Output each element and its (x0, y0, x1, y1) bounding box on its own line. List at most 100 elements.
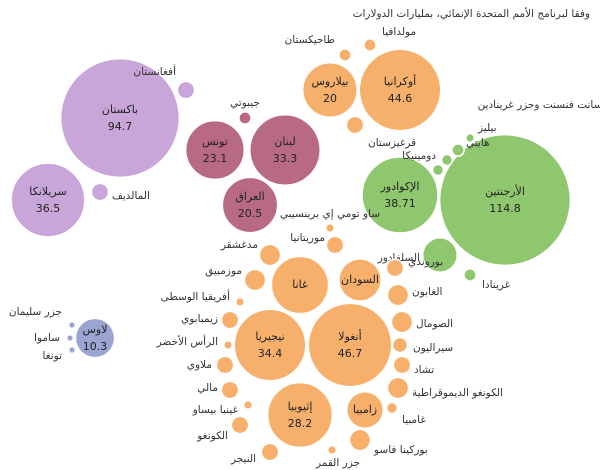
bubble-label: سريلانكا (29, 185, 66, 198)
bubble-label: ملاوي (187, 359, 212, 371)
bubble (222, 339, 234, 351)
bubble (348, 428, 372, 452)
bubble (243, 268, 267, 292)
bubble (431, 163, 445, 177)
bubble-label: الغابون (412, 286, 442, 298)
bubble (67, 320, 77, 330)
bubble-label: غانا (292, 278, 308, 291)
bubble (338, 48, 352, 62)
bubble-label: بيلاروس (312, 75, 349, 88)
bubble-label: طاجيكستان (285, 34, 335, 46)
bubble (385, 258, 405, 278)
bubble-label: مولدافيا (382, 26, 416, 38)
bubble (363, 38, 377, 52)
bubble (249, 114, 321, 186)
bubble-label: الكونغو (196, 430, 228, 442)
bubble-label: غينيا بيساو (192, 404, 239, 416)
bubble-label: أنغولا (338, 329, 361, 343)
bubble (451, 143, 465, 157)
bubble (463, 268, 477, 282)
bubble-value: 20.5 (238, 207, 263, 220)
bubble-label: بوركينا فاسو (373, 444, 428, 456)
bubble-label: مدغشقر (220, 239, 258, 251)
bubble-label: الصومال (416, 318, 453, 330)
bubble (325, 235, 345, 255)
bubble (307, 302, 393, 388)
bubble (230, 415, 250, 435)
bubble (385, 401, 399, 415)
bubble-label: السلفادور (377, 252, 420, 264)
bubble-label: جزر القمر (315, 457, 360, 469)
bubble (221, 176, 279, 234)
bubble-label: سيراليون (413, 342, 453, 354)
bubble (386, 376, 410, 400)
bubble (258, 243, 282, 267)
bubble (390, 310, 414, 334)
bubble-label: أفغانستان (133, 64, 176, 78)
bubble-value: 38.71 (384, 197, 416, 210)
bubble (386, 283, 410, 307)
bubble-label: موريتانيا (290, 232, 325, 244)
bubble (215, 355, 235, 375)
bubble-label: أوكرانيا (384, 74, 416, 88)
bubble (59, 57, 181, 179)
bubble-label: السودان (341, 273, 379, 286)
bubble (391, 336, 409, 354)
bubble (358, 48, 442, 132)
bubble (421, 236, 459, 274)
bubble-value: 33.3 (273, 152, 298, 165)
bubble-label: ساموا (34, 332, 60, 344)
bubble-value: 34.4 (258, 347, 283, 360)
bubble-label: تشاد (414, 364, 434, 376)
bubble-value: 36.5 (36, 202, 61, 215)
bubble (438, 133, 572, 267)
chart-subtitle: وفقا لبرنامج الأمم المتحدة الإنمائي، بمل… (353, 7, 590, 20)
bubble-label: سانت فنسنت وجزر غرينادين (478, 99, 600, 111)
bubble (220, 310, 240, 330)
bubble (324, 222, 336, 234)
bubble-label: جزر سليمان (9, 306, 62, 318)
bubble-value: 94.7 (108, 120, 133, 133)
bubble (90, 182, 110, 202)
bubble (176, 80, 196, 100)
bubble (326, 444, 338, 456)
bubble (338, 258, 382, 302)
bubble (234, 296, 246, 308)
bubble-label: هايتي (466, 137, 490, 149)
bubble-label: ساو تومي إي برينسيبي (280, 208, 380, 220)
bubble-label: إثيوبيا (288, 400, 313, 413)
bubble (440, 153, 454, 167)
bubble-label: الرأس الأخضر (156, 334, 218, 348)
bubble-label: الأرجنتين (485, 184, 525, 198)
bubble-value: 114.8 (489, 202, 521, 215)
bubble-label: لاوس (82, 323, 107, 336)
bubble (260, 442, 280, 462)
bubble-label: المالديف (112, 190, 150, 202)
bubble (238, 111, 252, 125)
bubble (345, 115, 365, 135)
bubble-label: أفريقيا الوسطى (161, 289, 230, 303)
bubble (74, 317, 116, 359)
bubble-label: العراق (235, 190, 264, 203)
bubble-label: بوروندي (408, 256, 443, 268)
bubble-value: 20 (323, 92, 337, 105)
bubble-label: مالي (197, 382, 218, 394)
bubble (301, 61, 359, 119)
bubble-label: غرينادا (482, 279, 511, 291)
bubble (270, 255, 330, 315)
bubble-label: تونس (202, 135, 228, 148)
bubble-label: تونغا (42, 350, 62, 362)
bubble-label: جيبوتي (230, 97, 260, 109)
bubble (184, 119, 246, 181)
bubble (392, 355, 412, 375)
bubble (233, 308, 307, 382)
bubble-value: 46.7 (338, 347, 363, 360)
bubble (67, 345, 77, 355)
bubble-label: الكونغو الديموقراطية (412, 387, 503, 399)
bubble-label: لبنان (274, 135, 295, 148)
bubble-value: 23.1 (203, 152, 228, 165)
bubble-label: غامبيا (402, 414, 426, 426)
bubble (464, 132, 476, 144)
bubble (266, 381, 334, 449)
